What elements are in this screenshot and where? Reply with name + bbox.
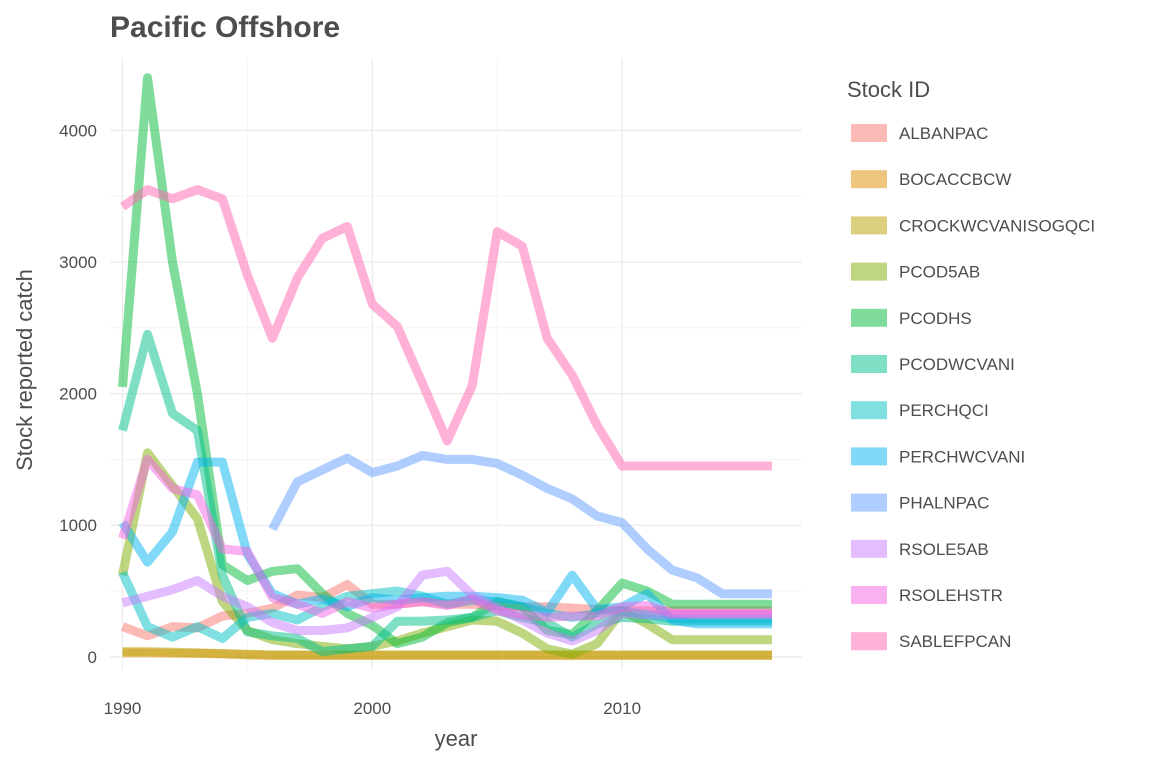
legend-label: RSOLE5AB xyxy=(899,540,989,559)
legend-item-rsolehstr: RSOLEHSTR xyxy=(851,586,1003,605)
series-line-crockwcvanisogqci xyxy=(122,647,772,660)
legend-swatch xyxy=(851,355,887,373)
legend-label: PERCHWCVANI xyxy=(899,447,1025,466)
legend-swatch xyxy=(851,539,887,558)
x-tick-label: 2000 xyxy=(353,699,391,718)
legend-item-albanpac: ALBANPAC xyxy=(851,124,988,143)
legend-item-perchqci: PERCHQCI xyxy=(851,401,989,420)
y-tick-label: 1000 xyxy=(59,516,97,535)
x-tick-label: 1990 xyxy=(104,699,142,718)
legend-label: PHALNPAC xyxy=(899,494,989,513)
legend-item-sablefpcan: SABLEFPCAN xyxy=(851,632,1011,651)
legend-item-pcod5ab: PCOD5AB xyxy=(851,262,980,282)
legend-label: BOCACCBCW xyxy=(899,170,1011,189)
legend-swatch xyxy=(851,447,887,466)
legend-swatch xyxy=(851,170,887,189)
legend-item-phalnpac: PHALNPAC xyxy=(851,493,989,513)
x-axis-ticks: 1990 2000 2010 xyxy=(104,699,641,718)
legend-title: Stock ID xyxy=(847,77,930,102)
legend-label: PCOD5AB xyxy=(899,263,980,282)
series-line-rsolehstr xyxy=(118,454,772,622)
series-line-sablefpcan xyxy=(119,185,772,471)
legend-label: SABLEFPCAN xyxy=(899,632,1011,651)
legend-label: RSOLEHSTR xyxy=(899,586,1003,605)
legend-item-crockwcvanisogqci: CROCKWCVANISOGQCI xyxy=(851,216,1095,235)
y-tick-label: 3000 xyxy=(59,253,97,272)
legend-swatch xyxy=(851,262,887,281)
series-lines xyxy=(118,73,772,660)
x-tick-label: 2010 xyxy=(603,699,641,718)
y-tick-label: 0 xyxy=(88,648,97,667)
legend-item-perchwcvani: PERCHWCVANI xyxy=(851,447,1025,466)
y-axis-label: Stock reported catch xyxy=(12,269,37,471)
legend-label: PERCHQCI xyxy=(899,401,989,420)
legend-item-bocaccbcw: BOCACCBCW xyxy=(851,170,1011,189)
legend: Stock ID ALBANPAC BOCACCBCW CROCKWCVANISOG… xyxy=(847,77,1095,651)
chart-title: Pacific Offshore xyxy=(110,11,340,44)
legend-swatch xyxy=(851,493,887,512)
y-tick-label: 2000 xyxy=(59,385,97,404)
legend-item-rsole5ab: RSOLE5AB xyxy=(851,539,989,559)
legend-swatch xyxy=(851,124,887,142)
series-line-phalnpac xyxy=(268,451,772,599)
legend-swatch xyxy=(851,586,887,604)
legend-label: PCODHS xyxy=(899,309,972,328)
legend-label: ALBANPAC xyxy=(899,124,988,143)
legend-swatch xyxy=(851,401,887,420)
legend-item-pcodwcvani: PCODWCVANI xyxy=(851,355,1015,374)
x-axis-label: year xyxy=(435,726,478,751)
legend-swatch xyxy=(851,216,887,235)
legend-swatch xyxy=(851,632,887,651)
y-axis-ticks: 0 1000 2000 3000 4000 xyxy=(59,121,97,666)
legend-label: CROCKWCVANISOGQCI xyxy=(899,216,1095,235)
legend-swatch xyxy=(851,308,887,327)
legend-item-pcodhs: PCODHS xyxy=(851,308,972,328)
legend-label: PCODWCVANI xyxy=(899,355,1015,374)
y-tick-label: 4000 xyxy=(59,121,97,140)
